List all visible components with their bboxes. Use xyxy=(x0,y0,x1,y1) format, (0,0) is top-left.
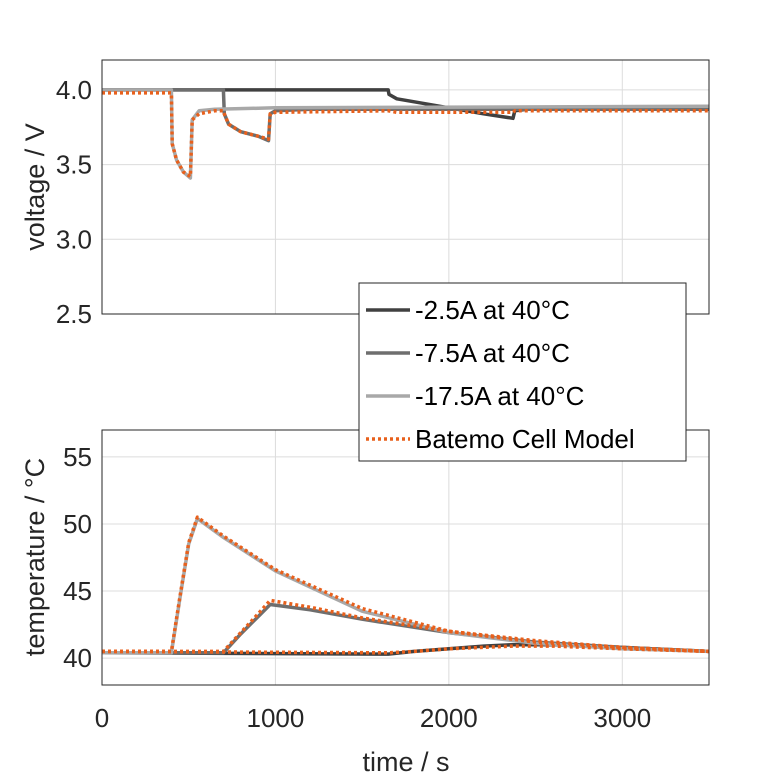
temperature-y-axis-label: temperature / °C xyxy=(20,458,50,656)
voltage-series-line-model xyxy=(102,91,709,179)
temperature-series-group xyxy=(101,515,710,656)
temperature-tick-labels: 40 45 50 55 0 1000 2000 3000 xyxy=(63,442,651,733)
temperature-y-tick-label: 40 xyxy=(63,643,92,673)
legend-label-1: -2.5A at 40°C xyxy=(415,295,570,325)
legend-entries: -2.5A at 40°C -7.5A at 40°C -17.5A at 40°C… xyxy=(366,295,635,454)
temperature-series-line-model xyxy=(102,598,710,654)
legend: -2.5A at 40°C -7.5A at 40°C -17.5A at 40°C… xyxy=(358,282,687,462)
temperature-series-line-model xyxy=(101,644,710,655)
voltage-y-tick-label: 2.5 xyxy=(56,299,92,329)
time-x-axis-label: time / s xyxy=(362,747,449,777)
voltage-plot: 2.5 3.0 3.5 4.0 voltage / V xyxy=(20,59,710,329)
temperature-y-tick-label: 45 xyxy=(63,576,92,606)
legend-box xyxy=(358,282,687,462)
temperature-x-tick-label: 0 xyxy=(95,703,109,733)
voltage-y-tick-label: 4.0 xyxy=(56,75,92,105)
temperature-y-tick-label: 50 xyxy=(63,509,92,539)
temperature-series-line-model xyxy=(102,515,710,654)
temperature-x-tick-label: 1000 xyxy=(247,703,305,733)
temperature-x-tick-label: 2000 xyxy=(420,703,478,733)
temperature-x-tick-label: 3000 xyxy=(593,703,651,733)
voltage-y-tick-label: 3.5 xyxy=(56,150,92,180)
voltage-y-axis-label: voltage / V xyxy=(20,123,50,251)
temperature-y-tick-label: 55 xyxy=(63,442,92,472)
legend-label-4: Batemo Cell Model xyxy=(415,424,635,454)
voltage-series-group xyxy=(102,88,710,180)
legend-label-3: -17.5A at 40°C xyxy=(415,381,584,411)
voltage-y-tick-label: 3.0 xyxy=(56,224,92,254)
legend-label-2: -7.5A at 40°C xyxy=(415,338,570,368)
voltage-tick-labels: 2.5 3.0 3.5 4.0 xyxy=(56,75,92,329)
